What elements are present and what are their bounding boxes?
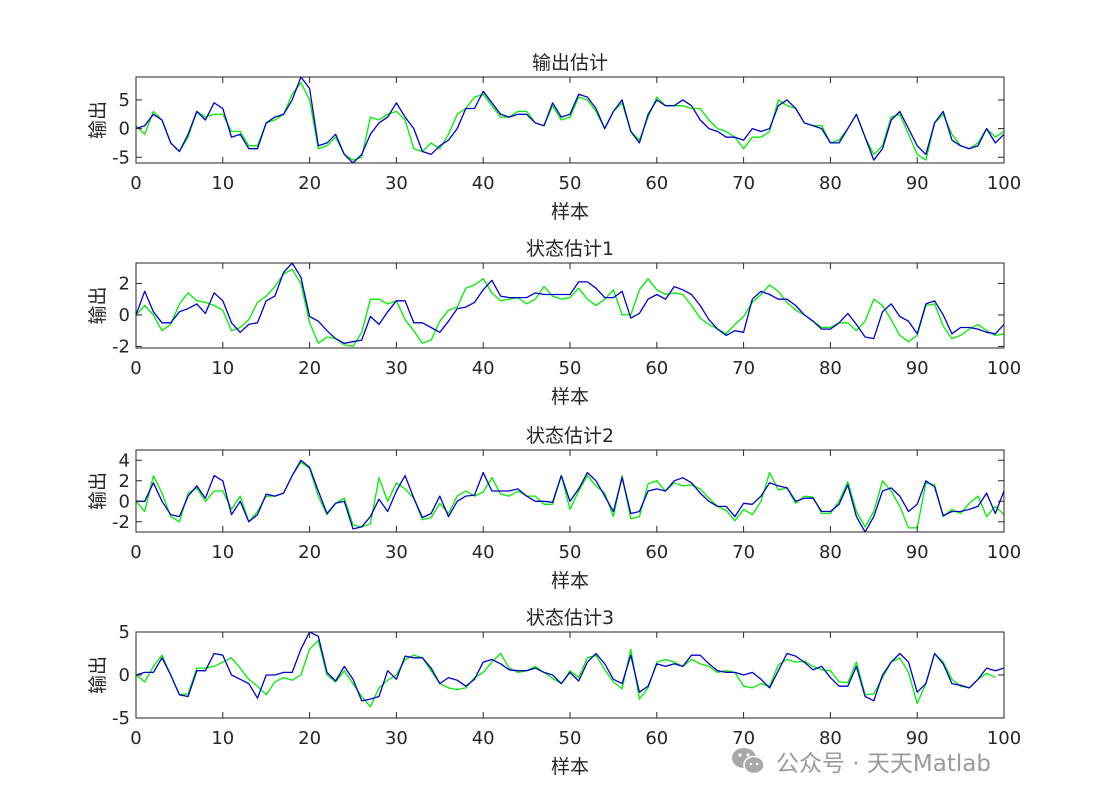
axes-box <box>135 449 1005 533</box>
x-tick-label: 50 <box>559 358 582 379</box>
x-tick-label: 20 <box>298 358 321 379</box>
x-tick-label: 70 <box>732 542 755 563</box>
x-tick-label: 80 <box>819 542 842 563</box>
x-tick-label: 90 <box>906 173 929 194</box>
x-tick-label: 10 <box>211 173 234 194</box>
x-tick-label: 60 <box>645 173 668 194</box>
wechat-icon <box>732 748 765 775</box>
watermark: 公众号 · 天天Matlab <box>730 745 991 777</box>
y-tick-label: -5 <box>112 147 130 168</box>
x-tick-label: 30 <box>385 542 408 563</box>
x-tick-label: 70 <box>732 173 755 194</box>
x-tick-label: 50 <box>559 542 582 563</box>
x-tick-label: 100 <box>987 542 1021 563</box>
x-tick-label: 30 <box>385 358 408 379</box>
measured-series-line <box>136 268 1004 348</box>
axes-box <box>135 76 1005 164</box>
estimated-series-line <box>136 77 1004 163</box>
x-tick-label: 20 <box>298 173 321 194</box>
x-tick-label: 80 <box>819 173 842 194</box>
y-tick-label: 5 <box>119 622 130 643</box>
y-axis-label: 输出 <box>87 656 109 694</box>
x-tick-label: 0 <box>130 173 141 194</box>
x-tick-label: 50 <box>559 173 582 194</box>
x-tick-label: 0 <box>130 358 141 379</box>
y-tick-label: -2 <box>112 336 130 357</box>
chart-title: 输出估计 <box>532 52 608 74</box>
x-tick-label: 40 <box>472 173 495 194</box>
x-axis-label: 样本 <box>551 570 589 592</box>
x-tick-label: 0 <box>130 728 141 749</box>
y-axis-label: 输出 <box>87 286 109 324</box>
x-tick-label: 100 <box>987 358 1021 379</box>
estimated-series-line <box>136 632 1004 702</box>
x-axis-label: 样本 <box>551 386 589 408</box>
y-tick-label: 2 <box>119 471 130 492</box>
x-tick-label: 60 <box>645 358 668 379</box>
y-tick-label: -2 <box>112 512 130 533</box>
chart-title: 状态估计1 <box>526 238 614 260</box>
x-tick-label: 10 <box>211 542 234 563</box>
chart-title: 状态估计2 <box>526 425 614 447</box>
x-tick-label: 100 <box>987 173 1021 194</box>
estimated-series-line <box>136 459 1004 532</box>
y-tick-label: 0 <box>119 665 130 686</box>
estimated-series-line <box>136 263 1004 344</box>
x-axis-label: 样本 <box>551 201 589 223</box>
x-tick-label: 30 <box>385 728 408 749</box>
x-tick-label: 50 <box>559 728 582 749</box>
x-tick-label: 80 <box>819 358 842 379</box>
y-axis-label: 输出 <box>87 472 109 510</box>
y-tick-label: 0 <box>119 491 130 512</box>
x-tick-label: 40 <box>472 728 495 749</box>
watermark-text: 公众号 · 天天Matlab <box>776 751 991 777</box>
x-tick-label: 30 <box>385 173 408 194</box>
axes-box <box>135 262 1005 349</box>
y-tick-label: 5 <box>119 90 130 111</box>
x-tick-label: 60 <box>645 542 668 563</box>
x-tick-label: 70 <box>732 358 755 379</box>
y-tick-label: 4 <box>119 450 130 471</box>
chart-title: 状态估计3 <box>526 607 614 629</box>
y-tick-label: 0 <box>119 305 130 326</box>
x-tick-label: 90 <box>906 358 929 379</box>
x-tick-label: 70 <box>732 728 755 749</box>
y-tick-label: -5 <box>112 708 130 729</box>
x-tick-label: 20 <box>298 542 321 563</box>
x-tick-label: 0 <box>130 542 141 563</box>
x-tick-label: 60 <box>645 728 668 749</box>
x-tick-label: 80 <box>819 728 842 749</box>
measured-series-line <box>136 82 1004 161</box>
x-tick-label: 10 <box>211 358 234 379</box>
y-tick-label: 2 <box>119 273 130 294</box>
x-tick-label: 90 <box>906 542 929 563</box>
x-tick-label: 40 <box>472 542 495 563</box>
x-tick-label: 90 <box>906 728 929 749</box>
x-tick-label: 20 <box>298 728 321 749</box>
x-tick-label: 100 <box>987 728 1021 749</box>
x-tick-label: 40 <box>472 358 495 379</box>
y-axis-label: 输出 <box>87 101 109 139</box>
y-tick-label: 0 <box>119 119 130 140</box>
x-axis-label: 样本 <box>551 756 589 778</box>
x-tick-label: 10 <box>211 728 234 749</box>
